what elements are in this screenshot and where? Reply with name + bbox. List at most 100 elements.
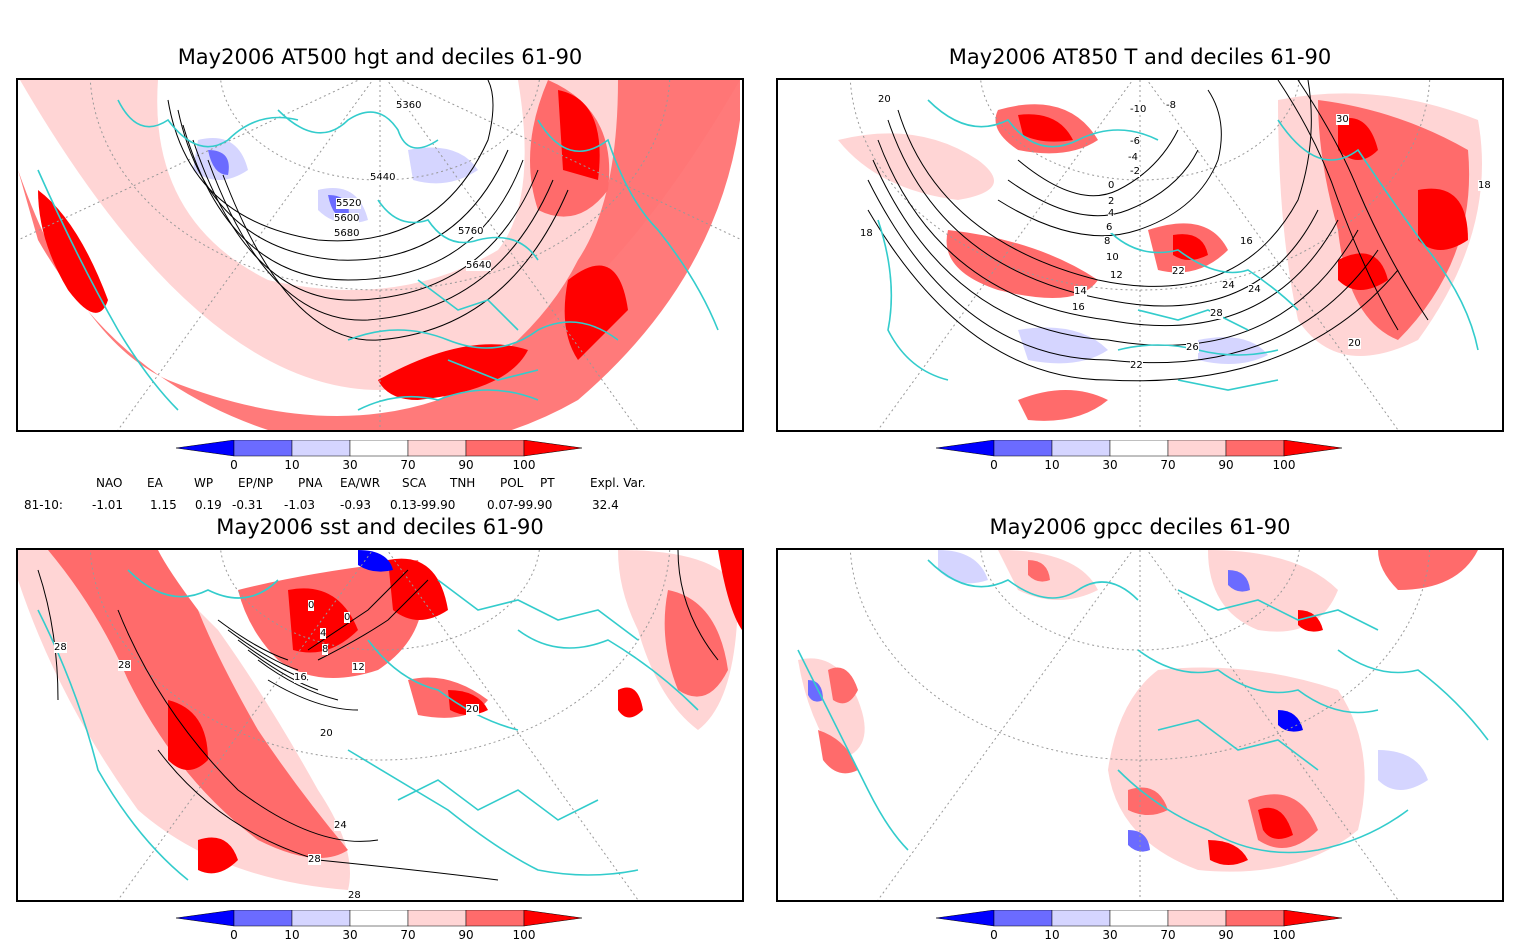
contour-label: 28 xyxy=(54,642,67,653)
map-at500-hgt: 5360 5440 5520 5600 5680 5760 5640 xyxy=(16,78,744,432)
colorbar-swatch xyxy=(1109,909,1169,927)
index-value: -0.31 xyxy=(232,498,264,512)
colorbar-swatch xyxy=(993,439,1053,457)
colorbar-swatch xyxy=(1051,909,1111,927)
contour-label: 12 xyxy=(1110,270,1123,281)
index-header: SCA xyxy=(402,476,427,490)
colorbar-label: 10 xyxy=(284,928,300,942)
colorbar-arrow-high xyxy=(523,909,583,927)
colorbar-arrow-low xyxy=(175,909,235,927)
colorbar-swatches xyxy=(935,909,1343,927)
contour-label: 20 xyxy=(1348,338,1361,349)
contour-label: 5520 xyxy=(336,198,362,209)
panel-title-at850: May2006 AT850 T and deciles 61-90 xyxy=(948,45,1332,69)
index-header: EP/NP xyxy=(238,476,274,490)
contour-label: -10 xyxy=(1130,104,1147,115)
contour-label: 4 xyxy=(1108,208,1115,219)
contour-label: 5600 xyxy=(334,213,360,224)
index-value: 1.15 xyxy=(150,498,177,512)
colorbar-swatch xyxy=(407,909,467,927)
colorbar-label: 100 xyxy=(1272,928,1296,942)
contour-label: 12 xyxy=(352,662,365,673)
colorbar-label: 0 xyxy=(230,458,238,472)
index-value: 0.19 xyxy=(195,498,222,512)
colorbar-bottom-right: 0 10 30 70 90 100 xyxy=(935,909,1356,946)
contour-label: 26 xyxy=(1186,342,1199,353)
colorbar-label: 0 xyxy=(990,928,998,942)
colorbar-swatches xyxy=(175,439,583,457)
contour-label: 16 xyxy=(1240,236,1253,247)
contour-label: 14 xyxy=(1074,286,1087,297)
colorbar-label: 90 xyxy=(458,458,474,472)
colorbar-label: 70 xyxy=(1160,458,1176,472)
contour-label: 28 xyxy=(1210,308,1223,319)
contour-label: 5760 xyxy=(458,226,484,237)
contour-label: 28 xyxy=(118,660,131,671)
panel-title-gpcc: May2006 gpcc deciles 61-90 xyxy=(989,515,1291,539)
colorbar-label: 70 xyxy=(1160,928,1176,942)
index-header: WP xyxy=(194,476,214,490)
colorbar-label: 90 xyxy=(458,928,474,942)
colorbar-swatch xyxy=(993,909,1053,927)
contour-label: 16 xyxy=(1072,302,1085,313)
contour-label: 20 xyxy=(878,94,891,105)
contour-label: 2 xyxy=(1108,196,1115,207)
contour-label: -4 xyxy=(1128,152,1138,163)
index-header: PNA xyxy=(298,476,323,490)
contour-label: 5360 xyxy=(396,100,422,111)
contour-label: -8 xyxy=(1166,100,1176,111)
colorbar-label: 10 xyxy=(1044,928,1060,942)
index-header: EA/WR xyxy=(340,476,381,490)
colorbar-label: 30 xyxy=(1102,458,1118,472)
colorbar-swatch xyxy=(349,439,409,457)
contour-label: 0 xyxy=(308,600,315,611)
contour-label: 20 xyxy=(466,704,479,715)
colorbar-swatch xyxy=(233,909,293,927)
contour-label: 18 xyxy=(1478,180,1491,191)
contour-label: 24 xyxy=(1222,280,1235,291)
panel-title-at500: May2006 AT500 hgt and deciles 61-90 xyxy=(177,45,583,69)
contour-label: 16 xyxy=(294,672,307,683)
contour-label: 28 xyxy=(348,890,361,901)
index-header: EA xyxy=(147,476,163,490)
contour-label: 22 xyxy=(1172,266,1185,277)
index-value: -1.01 xyxy=(92,498,124,512)
index-header: Expl. Var. xyxy=(590,476,646,490)
colorbar-label: 0 xyxy=(990,458,998,472)
contour-label: 5440 xyxy=(370,172,396,183)
colorbar-swatches xyxy=(175,909,583,927)
map-sst: 28 28 0 0 4 8 12 16 20 24 28 28 20 xyxy=(16,548,744,902)
colorbar-swatch xyxy=(1167,439,1227,457)
colorbar-arrow-high xyxy=(1283,439,1343,457)
index-value: -0.93 xyxy=(340,498,372,512)
contour-label: 5640 xyxy=(466,260,492,271)
index-value: 0.13-99.90 xyxy=(390,498,456,512)
contour-label: 20 xyxy=(320,728,333,739)
colorbar-label: 30 xyxy=(342,928,358,942)
map-gpcc xyxy=(776,548,1504,902)
colorbar-swatch xyxy=(407,439,467,457)
colorbar-bottom-left: 0 10 30 70 90 100 xyxy=(175,909,596,946)
index-value: 0.07-99.90 xyxy=(487,498,553,512)
colorbar-label: 90 xyxy=(1218,928,1234,942)
contour-label: 8 xyxy=(322,644,329,655)
contour-label: 24 xyxy=(334,820,347,831)
colorbar-arrow-low xyxy=(175,439,235,457)
colorbar-swatch xyxy=(1225,909,1285,927)
colorbar-label: 0 xyxy=(230,928,238,942)
colorbar-swatch xyxy=(291,439,351,457)
contour-label: -6 xyxy=(1130,136,1140,147)
contour-label: 0 xyxy=(344,612,351,623)
colorbar-swatches xyxy=(935,439,1343,457)
contour-label: 8 xyxy=(1104,236,1111,247)
index-header: PT xyxy=(540,476,555,490)
contour-label: 18 xyxy=(860,228,873,239)
colorbar-label: 30 xyxy=(1102,928,1118,942)
contour-label: 5680 xyxy=(334,228,360,239)
colorbar-swatch xyxy=(349,909,409,927)
index-header: POL xyxy=(500,476,524,490)
colorbar-arrow-low xyxy=(935,909,995,927)
colorbar-top-right: 0 10 30 70 90 100 xyxy=(935,439,1356,476)
index-value: -1.03 xyxy=(284,498,316,512)
colorbar-label: 10 xyxy=(1044,458,1060,472)
